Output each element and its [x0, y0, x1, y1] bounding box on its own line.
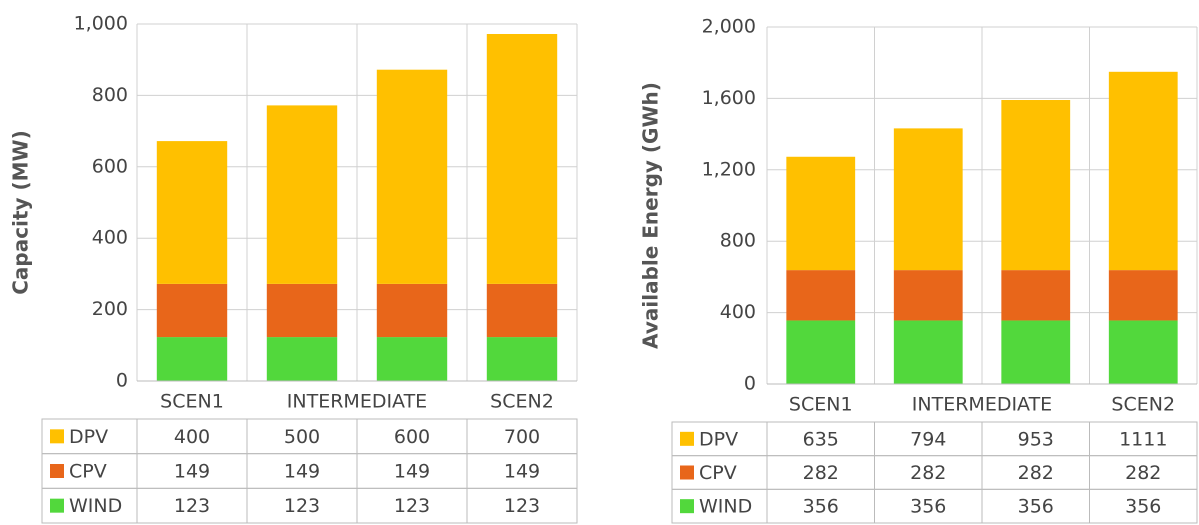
- bar-segment: [786, 270, 856, 321]
- y-tick-label: 800: [92, 84, 128, 106]
- category-label: INTERMEDIATE: [287, 391, 427, 413]
- table-value: 400: [174, 426, 210, 448]
- bar-segment: [486, 33, 558, 284]
- y-tick-label: 400: [92, 227, 128, 249]
- bar-segment: [1108, 71, 1178, 271]
- bar-segment: [156, 141, 228, 284]
- y-tick-label: 800: [720, 230, 756, 252]
- table-value: 356: [1018, 496, 1054, 518]
- y-tick-label: 200: [92, 298, 128, 320]
- table-value: 123: [504, 495, 540, 517]
- bar-segment: [893, 320, 963, 384]
- table-value: 356: [1125, 496, 1161, 518]
- y-tick-label: 0: [744, 373, 756, 395]
- bar-segment: [266, 283, 338, 338]
- legend-swatch: [50, 464, 64, 478]
- bar-segment: [786, 156, 856, 271]
- legend-label: WIND: [699, 496, 752, 518]
- category-label: SCEN2: [490, 391, 554, 413]
- y-tick-label: 0: [116, 370, 128, 392]
- table-value: 500: [284, 426, 320, 448]
- table-value: 600: [394, 426, 430, 448]
- legend-swatch: [680, 499, 694, 514]
- bar-segment: [1001, 320, 1071, 384]
- bar-segment: [1108, 270, 1178, 321]
- bar-segment: [266, 105, 338, 284]
- table-value: 635: [803, 428, 839, 450]
- legend-label: CPV: [699, 462, 737, 484]
- legend-swatch: [50, 429, 64, 444]
- table-value: 700: [504, 426, 540, 448]
- bar-segment: [486, 283, 558, 338]
- legend-label: WIND: [69, 495, 122, 517]
- table-value: 356: [910, 496, 946, 518]
- category-label: SCEN1: [160, 391, 224, 413]
- bar-segment: [156, 283, 228, 338]
- bar-segment: [893, 128, 963, 271]
- y-tick-label: 1,000: [74, 13, 128, 35]
- y-tick-label: 400: [720, 301, 756, 323]
- category-label: INTERMEDIATE: [912, 394, 1052, 416]
- table-row: [41, 487, 578, 524]
- table-value: 123: [284, 495, 320, 517]
- y-tick-label: 1,200: [702, 158, 756, 180]
- bar-segment: [156, 337, 228, 381]
- table-value: 149: [504, 461, 540, 483]
- bar-segment: [893, 270, 963, 321]
- table-value: 282: [1018, 462, 1054, 484]
- bar-segment: [376, 69, 448, 284]
- table-value: 282: [1125, 462, 1161, 484]
- table-value: 123: [394, 495, 430, 517]
- bar-segment: [376, 337, 448, 381]
- legend-label: DPV: [69, 426, 108, 448]
- category-label: SCEN1: [789, 394, 853, 416]
- bar-segment: [486, 337, 558, 381]
- bar-segment: [1108, 320, 1178, 384]
- table-value: 149: [394, 461, 430, 483]
- y-tick-label: 1,600: [702, 87, 756, 109]
- legend-swatch: [680, 431, 694, 446]
- table-value: 149: [174, 461, 210, 483]
- y-tick-label: 600: [92, 155, 128, 177]
- y-axis-label: Capacity (MW): [9, 130, 33, 295]
- category-label: SCEN2: [1111, 394, 1175, 416]
- legend-swatch: [680, 465, 694, 480]
- table-row: [671, 488, 1198, 524]
- bar-segment: [266, 337, 338, 381]
- y-tick-label: 2,000: [702, 16, 756, 38]
- bar-segment: [376, 283, 448, 338]
- legend-label: DPV: [699, 428, 738, 450]
- bar-segment: [786, 320, 856, 384]
- legend-label: CPV: [69, 461, 107, 483]
- table-value: 953: [1018, 428, 1054, 450]
- table-value: 794: [910, 428, 946, 450]
- table-value: 282: [910, 462, 946, 484]
- table-value: 356: [803, 496, 839, 518]
- legend-swatch: [50, 498, 64, 513]
- table-value: 123: [174, 495, 210, 517]
- y-axis-label: Available Energy (GWh): [639, 82, 663, 349]
- bar-segment: [1001, 270, 1071, 321]
- bar-segment: [1001, 100, 1071, 271]
- table-value: 282: [803, 462, 839, 484]
- table-value: 149: [284, 461, 320, 483]
- table-value: 1111: [1119, 428, 1167, 450]
